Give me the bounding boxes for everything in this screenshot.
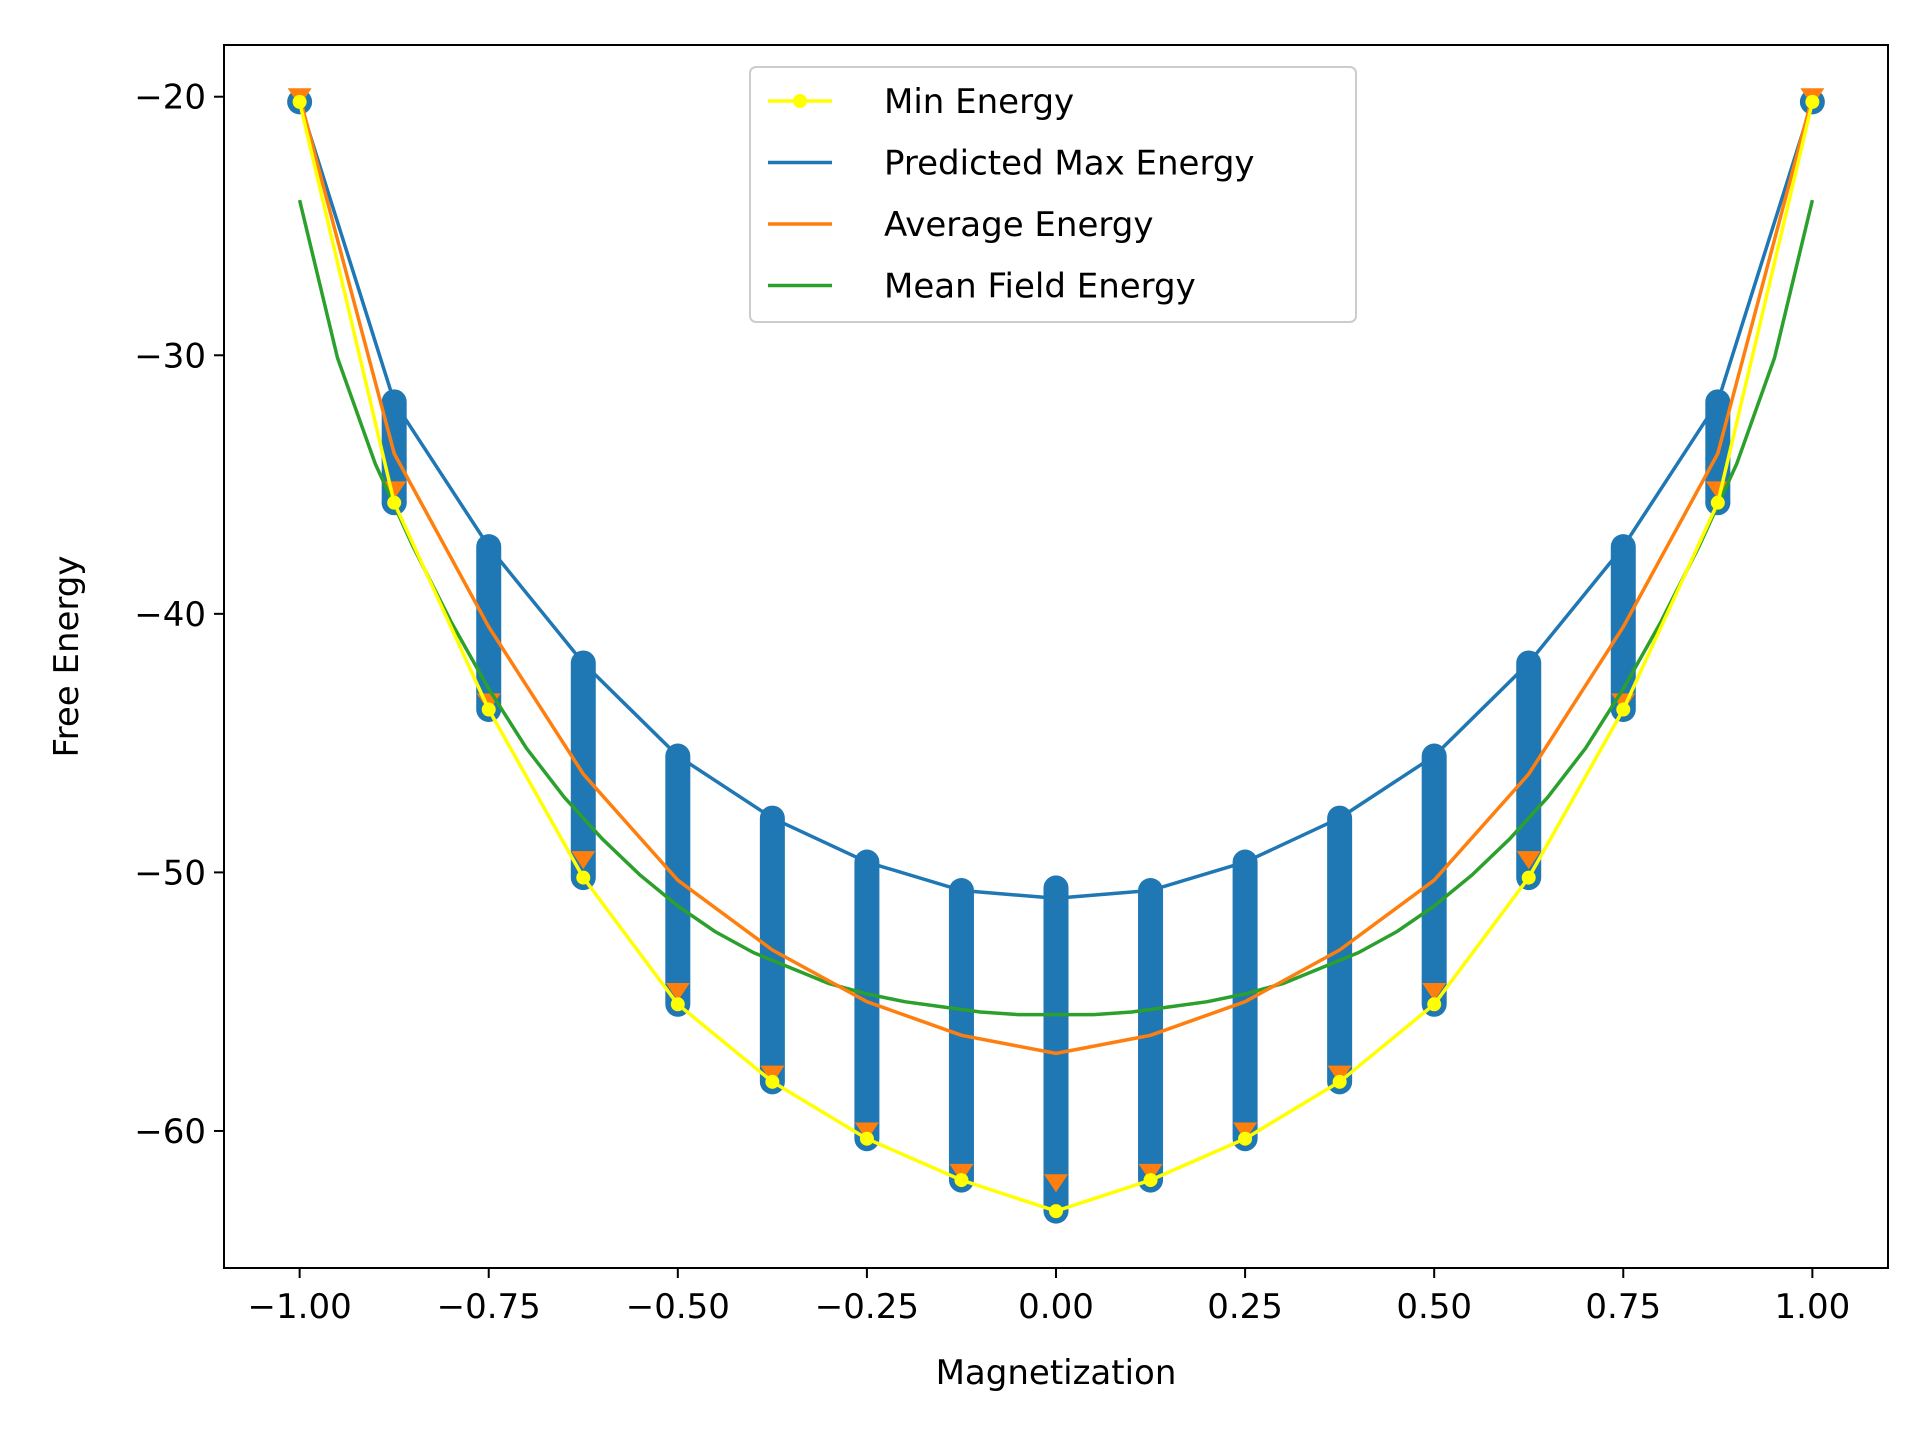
average-min-marker: [1705, 481, 1730, 500]
average-min-marker: [760, 1065, 785, 1084]
average-min-marker: [1327, 1065, 1352, 1084]
y-tick-label: −30: [134, 336, 206, 376]
min-energy-point: [765, 1074, 780, 1089]
min-energy-point: [1805, 94, 1820, 109]
min-energy-point: [1238, 1131, 1253, 1146]
x-tick-label: 0.75: [1585, 1287, 1661, 1327]
min-energy-point: [1049, 1204, 1063, 1219]
min-energy-point: [859, 1131, 874, 1146]
legend-swatch-marker: [793, 94, 807, 108]
min-energy-point: [1332, 1074, 1347, 1089]
average-min-marker: [665, 982, 690, 1001]
min-energy-point: [1616, 702, 1631, 717]
axes: −1.00 −0.75 −0.50 −0.25 0.00 0.25 0.50 0.75 1.00…: [134, 44, 1889, 1327]
min-energy-point: [1710, 495, 1725, 510]
average-min-marker: [949, 1163, 974, 1182]
legend-label: Mean Field Energy: [884, 267, 1196, 307]
min-energy-point: [387, 495, 402, 510]
x-axis-title: Magnetization: [936, 1353, 1177, 1393]
min-energy-point: [1427, 997, 1442, 1012]
y-tick-label: −60: [134, 1112, 206, 1152]
min-energy-point: [954, 1173, 969, 1188]
plot-area: [287, 88, 1825, 1224]
average-min-marker: [382, 481, 407, 500]
legend-box: [749, 66, 1357, 323]
average-min-marker: [1138, 1163, 1163, 1182]
min-energy-point: [670, 997, 685, 1012]
y-tick-label: −20: [134, 78, 206, 118]
x-tick-label: 0.50: [1396, 1287, 1472, 1327]
series-line-3: [297, 199, 1815, 1017]
average-min-marker: [1233, 1122, 1258, 1141]
x-tick-label: 0.00: [1018, 1287, 1094, 1327]
x-tick-label: 1.00: [1775, 1287, 1851, 1327]
x-tick-label: −0.50: [626, 1287, 730, 1327]
x-tick-label: −0.75: [437, 1287, 541, 1327]
y-tick-label: −40: [134, 595, 206, 635]
average-min-marker: [571, 851, 596, 870]
legend-label: Predicted Max Energy: [884, 144, 1255, 184]
x-tick-label: 0.25: [1207, 1287, 1283, 1327]
average-min-marker: [854, 1122, 879, 1141]
average-min-marker: [1516, 851, 1541, 870]
min-energy-point: [481, 702, 496, 717]
average-min-marker: [1422, 982, 1447, 1001]
y-axis-title: Free Energy: [47, 556, 87, 758]
series-line-1: [297, 101, 1815, 901]
min-energy-point: [1521, 870, 1536, 885]
legend-label: Min Energy: [884, 82, 1074, 122]
min-energy-point: [576, 870, 591, 885]
series-line-2: [297, 96, 1815, 1056]
x-tick-label: −1.00: [248, 1287, 352, 1327]
average-min-marker: [1044, 1174, 1068, 1193]
y-tick-label: −50: [134, 853, 206, 893]
min-energy-point: [292, 94, 307, 109]
legend: Min Energy Predicted Max Energy Average En…: [749, 66, 1357, 323]
x-tick-label: −0.25: [815, 1287, 919, 1327]
min-energy-point: [1143, 1173, 1158, 1188]
legend-label: Average Energy: [884, 205, 1153, 245]
